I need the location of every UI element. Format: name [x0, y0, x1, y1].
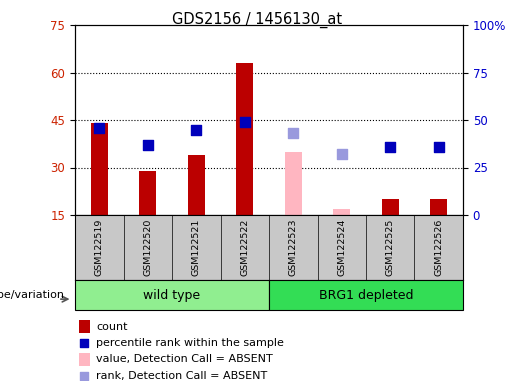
- Point: [95, 124, 104, 131]
- Text: GSM122520: GSM122520: [143, 219, 152, 276]
- Bar: [79, 353, 90, 366]
- Text: value, Detection Call = ABSENT: value, Detection Call = ABSENT: [96, 354, 273, 364]
- Text: count: count: [96, 322, 128, 332]
- Text: GDS2156 / 1456130_at: GDS2156 / 1456130_at: [173, 12, 342, 28]
- Bar: [382, 199, 399, 215]
- Point: [338, 151, 346, 157]
- Bar: [75, 280, 269, 310]
- Bar: [188, 155, 205, 215]
- Text: wild type: wild type: [144, 288, 200, 301]
- Text: GSM122521: GSM122521: [192, 219, 201, 276]
- Point: [435, 144, 443, 150]
- Point: [386, 144, 394, 150]
- Bar: [236, 63, 253, 215]
- Text: percentile rank within the sample: percentile rank within the sample: [96, 338, 284, 348]
- Bar: [269, 280, 463, 310]
- Text: genotype/variation: genotype/variation: [0, 290, 65, 300]
- Text: GSM122525: GSM122525: [386, 219, 395, 276]
- Point: [241, 119, 249, 125]
- Text: GSM122523: GSM122523: [289, 219, 298, 276]
- Bar: [139, 170, 156, 215]
- Bar: [333, 209, 350, 215]
- Bar: [79, 320, 90, 333]
- Point: [144, 142, 152, 148]
- Text: GSM122524: GSM122524: [337, 219, 346, 276]
- Point: [80, 372, 89, 379]
- Bar: [91, 123, 108, 215]
- Point: [80, 340, 89, 346]
- Bar: [285, 152, 302, 215]
- Point: [289, 130, 297, 136]
- Text: rank, Detection Call = ABSENT: rank, Detection Call = ABSENT: [96, 371, 268, 381]
- Bar: [430, 199, 447, 215]
- Point: [192, 126, 200, 132]
- Text: BRG1 depleted: BRG1 depleted: [319, 288, 413, 301]
- Text: GSM122519: GSM122519: [95, 219, 104, 276]
- Text: GSM122526: GSM122526: [434, 219, 443, 276]
- Text: GSM122522: GSM122522: [241, 219, 249, 276]
